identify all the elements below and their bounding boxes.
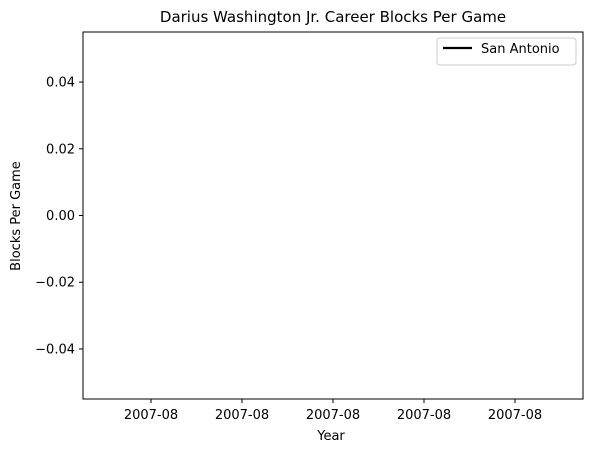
y-tick-label: −0.02 [35,276,75,291]
x-axis-label: Year [316,429,345,444]
legend-box [436,37,577,66]
x-tick-label: 2007-08 [306,408,360,423]
legend-label-san-antonio: San Antonio [481,42,560,57]
chart-title: Darius Washington Jr. Career Blocks Per … [160,8,506,26]
y-tick-label: 0.00 [46,209,75,224]
y-tick-label: −0.04 [35,342,75,357]
x-tick-label: 2007-08 [397,408,451,423]
x-tick-label: 2007-08 [488,408,542,423]
plot-area: 0.040.020.00−0.02−0.04 2007-08 2007-08 200… [35,31,584,423]
x-tick-label: 2007-08 [124,408,178,423]
y-axis-label: Blocks Per Game [9,161,24,271]
y-tick-label: 0.02 [46,142,75,157]
legend: San Antonio [436,37,577,66]
x-axis: 2007-08 2007-08 2007-08 2007-08 2007-08 [124,399,542,423]
y-axis: 0.04 0.02 0.00 −0.02 −0.04 [35,76,83,357]
x-tick-label: 2007-08 [215,408,269,423]
y-tick-label: 0.04 [46,76,75,91]
